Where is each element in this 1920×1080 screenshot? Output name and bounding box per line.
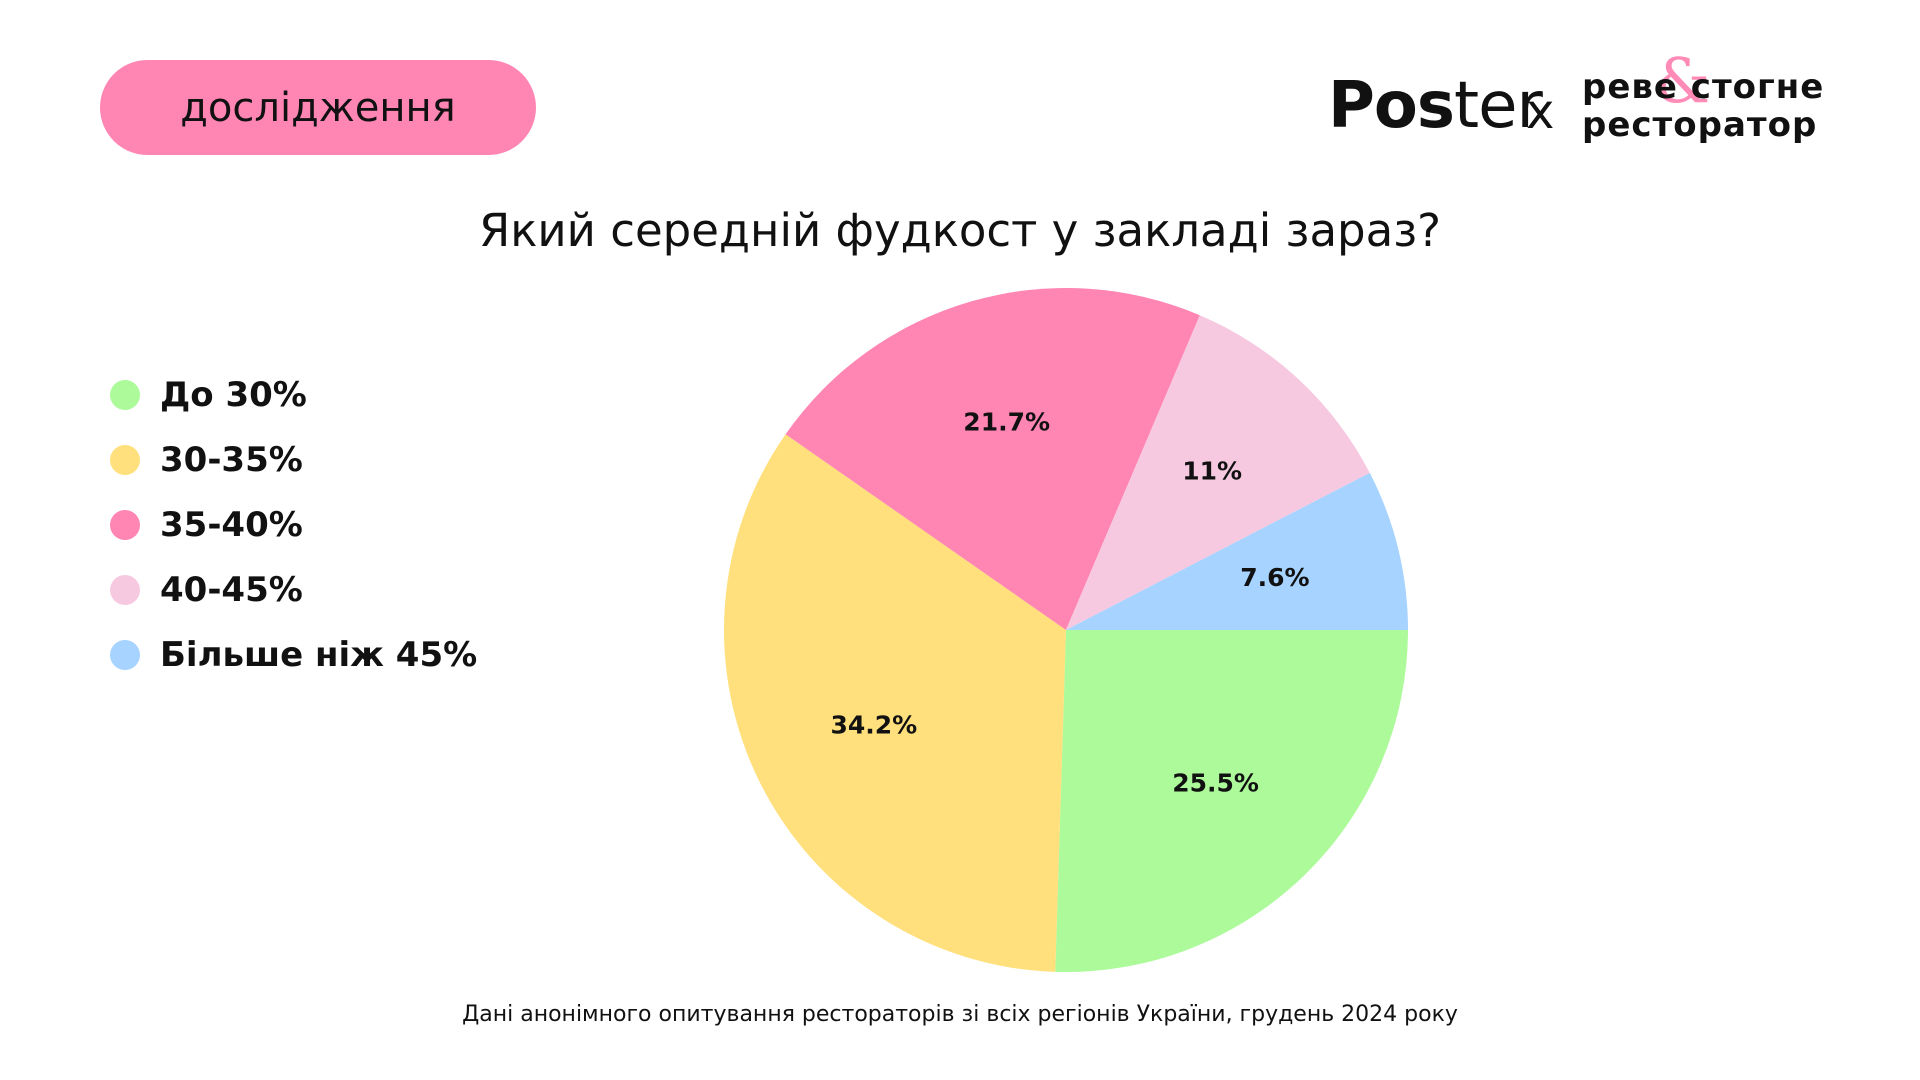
legend-item: Більше ніж 45% — [110, 622, 477, 687]
brand-separator: x — [1526, 84, 1555, 140]
partner-logo: реве стогне ресторатор — [1582, 68, 1824, 144]
poster-logo: Poster — [1328, 66, 1543, 146]
pie-slice-label: 25.5% — [1172, 768, 1259, 797]
chart-title: Який середній фудкост у закладі зараз? — [478, 204, 1442, 257]
legend-label: До 30% — [160, 374, 307, 415]
category-tag-label: дослідження — [180, 84, 456, 131]
legend-item: 35-40% — [110, 492, 477, 557]
legend-label: 30-35% — [160, 439, 303, 480]
legend-swatch — [110, 639, 140, 670]
chart-legend: До 30% 30-35% 35-40% 40-45% Більше ніж 4… — [110, 362, 477, 687]
legend-label: 35-40% — [160, 504, 303, 545]
legend-swatch — [110, 574, 140, 605]
legend-item: До 30% — [110, 362, 477, 427]
pie-slice-label: 34.2% — [830, 710, 917, 739]
pie-slice — [1066, 472, 1408, 630]
legend-label: Більше ніж 45% — [160, 634, 478, 675]
legend-swatch — [110, 379, 140, 410]
pie-slice-label: 7.6% — [1240, 563, 1309, 592]
pie-slice-label: 11% — [1182, 456, 1242, 485]
legend-item: 30-35% — [110, 427, 477, 492]
source-footnote: Дані анонімного опитування рестораторів … — [462, 1002, 1458, 1027]
legend-label: 40-45% — [160, 569, 303, 610]
poster-logo-bold: Pos — [1328, 69, 1455, 143]
pie-slice — [723, 434, 1066, 972]
pie-slice — [1066, 315, 1370, 630]
pie-slice-label: 21.7% — [963, 407, 1050, 436]
partner-logo-symbol: & — [1655, 44, 1711, 117]
legend-item: 40-45% — [110, 557, 477, 622]
partner-logo-line2: ресторатор — [1582, 105, 1818, 145]
category-tag: дослідження — [100, 60, 536, 155]
partner-logo-line1: реве стогне — [1582, 67, 1825, 107]
poster-logo-light: ter — [1453, 69, 1543, 143]
pie-slice — [785, 287, 1200, 630]
brand-logos: Poster x & реве стогне ресторатор — [1320, 50, 1840, 162]
legend-swatch — [110, 509, 140, 540]
pie-slice — [1055, 630, 1408, 972]
legend-swatch — [110, 444, 140, 475]
